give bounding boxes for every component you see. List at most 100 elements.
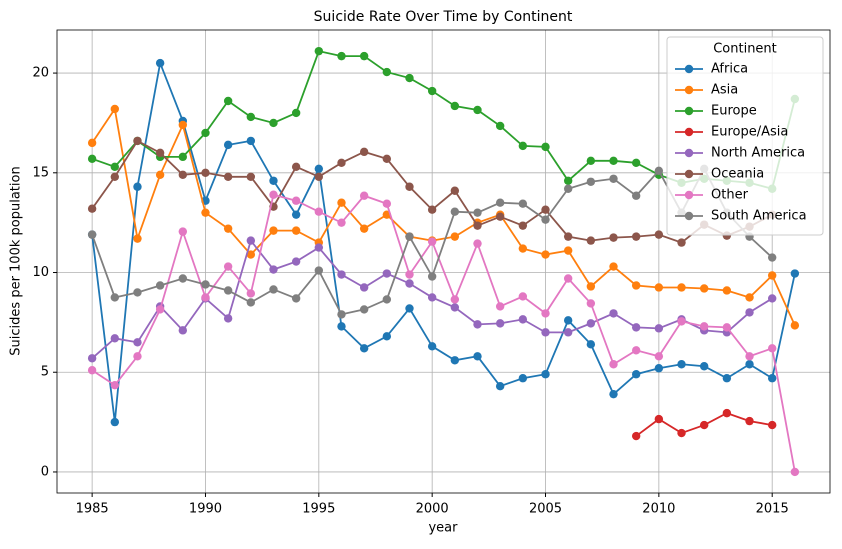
data-point bbox=[563, 328, 573, 337]
data-point bbox=[745, 360, 754, 369]
legend-label: North America bbox=[711, 146, 805, 161]
data-point bbox=[699, 420, 709, 430]
data-point bbox=[382, 269, 392, 278]
data-point bbox=[699, 322, 709, 331]
data-point bbox=[586, 299, 596, 308]
data-point bbox=[155, 305, 165, 314]
y-axis-label: Suicides per 100k population bbox=[9, 166, 24, 355]
x-tick-label: 2015 bbox=[756, 502, 789, 517]
chart-title: Suicide Rate Over Time by Continent bbox=[314, 9, 573, 25]
data-point bbox=[382, 295, 392, 304]
data-point bbox=[586, 156, 596, 166]
data-point bbox=[201, 168, 210, 177]
x-tick-label: 2005 bbox=[529, 502, 562, 517]
data-point bbox=[155, 58, 165, 68]
data-point bbox=[631, 370, 641, 379]
data-point bbox=[110, 381, 120, 390]
legend-label: Africa bbox=[711, 62, 748, 77]
data-point bbox=[790, 321, 800, 330]
data-point bbox=[178, 170, 188, 179]
data-point bbox=[609, 156, 618, 166]
data-point bbox=[654, 166, 664, 176]
data-point bbox=[382, 332, 392, 341]
data-point bbox=[382, 67, 392, 77]
legend-box bbox=[666, 36, 824, 236]
data-point bbox=[518, 374, 528, 383]
data-point bbox=[314, 266, 324, 275]
data-point bbox=[178, 120, 188, 130]
series-line bbox=[91, 193, 796, 473]
data-point bbox=[269, 118, 278, 128]
data-point bbox=[223, 96, 233, 106]
data-point bbox=[495, 302, 505, 311]
data-point bbox=[314, 243, 324, 252]
data-point bbox=[405, 270, 414, 279]
legend-label: Asia bbox=[711, 83, 738, 98]
data-point bbox=[677, 360, 686, 369]
data-point bbox=[427, 237, 437, 246]
x-tick-label: 2010 bbox=[642, 502, 675, 517]
data-point bbox=[246, 289, 256, 298]
y-tick-label: 0 bbox=[41, 464, 49, 479]
data-point bbox=[495, 212, 505, 221]
data-point bbox=[269, 265, 278, 274]
data-point bbox=[246, 298, 256, 307]
data-point bbox=[586, 319, 596, 328]
legend-marker bbox=[684, 106, 694, 116]
data-point bbox=[631, 281, 641, 290]
data-point bbox=[563, 246, 573, 255]
data-point bbox=[314, 207, 324, 216]
data-point bbox=[541, 142, 550, 152]
plot-frame bbox=[56, 29, 831, 494]
data-point bbox=[155, 170, 165, 179]
data-point bbox=[337, 310, 346, 319]
data-point bbox=[450, 207, 460, 216]
data-point bbox=[291, 108, 301, 118]
data-point bbox=[631, 158, 641, 168]
data-point bbox=[87, 230, 97, 239]
data-point bbox=[246, 250, 256, 259]
data-point bbox=[541, 328, 550, 337]
data-point bbox=[405, 73, 414, 83]
data-point bbox=[427, 86, 437, 96]
data-point bbox=[767, 420, 777, 430]
data-point bbox=[495, 319, 505, 328]
y-tick-label: 10 bbox=[32, 265, 49, 280]
data-point bbox=[178, 326, 188, 335]
data-point bbox=[110, 162, 120, 172]
data-point bbox=[359, 147, 369, 157]
data-point bbox=[450, 303, 460, 312]
data-point bbox=[359, 283, 369, 292]
legend-label: Europe/Asia bbox=[711, 125, 788, 140]
legend-title: Continent bbox=[713, 42, 777, 57]
data-point bbox=[314, 172, 324, 181]
data-point bbox=[450, 295, 460, 304]
data-point bbox=[699, 284, 709, 293]
data-point bbox=[473, 239, 482, 248]
legend-marker bbox=[684, 127, 694, 137]
data-point bbox=[382, 199, 392, 208]
data-point bbox=[223, 224, 233, 233]
data-point bbox=[654, 283, 664, 292]
data-point bbox=[110, 172, 120, 181]
data-point bbox=[178, 152, 188, 162]
data-point bbox=[246, 136, 256, 146]
data-point bbox=[518, 292, 528, 301]
data-point bbox=[563, 232, 573, 241]
data-point bbox=[291, 294, 301, 303]
data-point bbox=[201, 208, 210, 217]
data-point bbox=[405, 304, 414, 313]
data-point bbox=[518, 199, 528, 208]
data-point bbox=[223, 172, 233, 181]
data-point bbox=[314, 164, 324, 174]
legend-marker bbox=[684, 169, 694, 179]
legend-marker bbox=[684, 190, 694, 200]
x-tick-label: 1995 bbox=[302, 502, 335, 517]
data-point bbox=[87, 366, 97, 375]
y-tick-label: 5 bbox=[41, 365, 49, 380]
data-point bbox=[450, 186, 460, 195]
data-point bbox=[110, 334, 120, 343]
data-point bbox=[677, 428, 686, 438]
data-point bbox=[767, 294, 777, 303]
data-point bbox=[518, 141, 528, 151]
